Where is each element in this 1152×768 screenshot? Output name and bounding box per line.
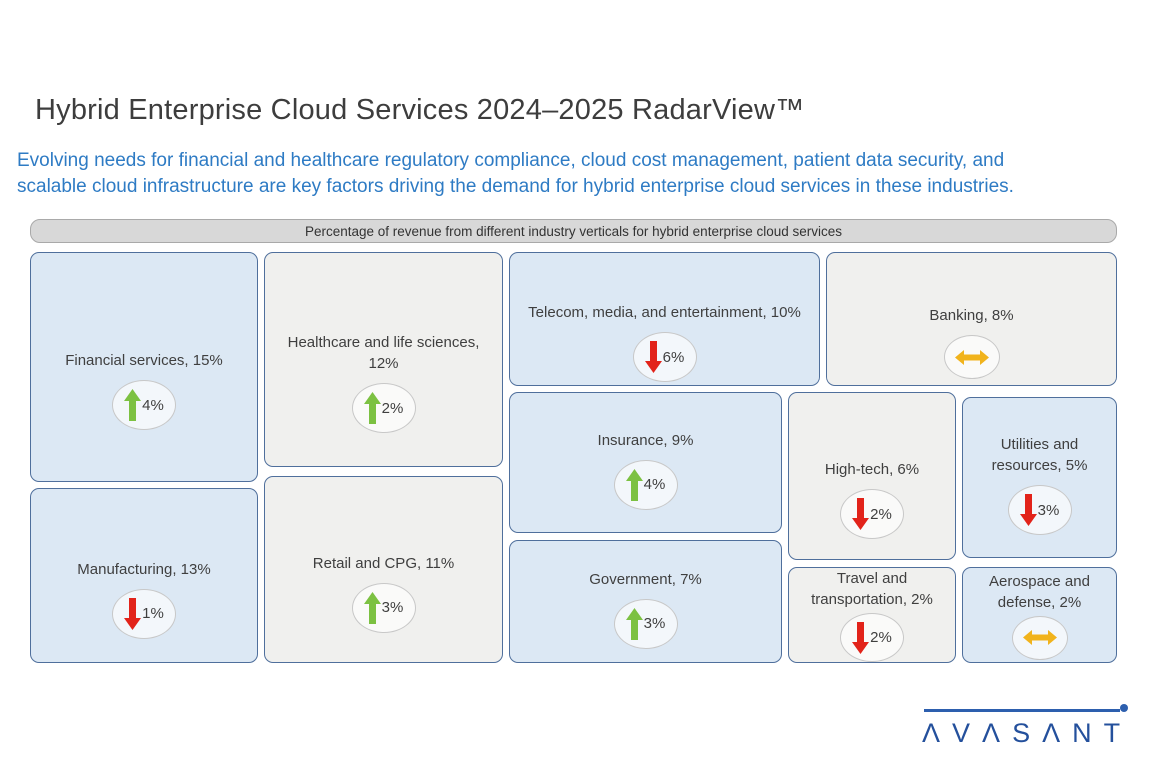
change-badge: 4%: [112, 380, 176, 430]
tile-label: Retail and CPG, 11%: [312, 554, 455, 572]
trend-down-icon: [124, 597, 142, 630]
avasant-logo: ΛVΛSΛNT: [922, 700, 1128, 762]
change-value: 4%: [643, 476, 666, 493]
tile-financial-services: Financial services, 15% 4%: [30, 252, 258, 482]
tile-travel-transportation: Travel and transportation, 2% 2%: [788, 567, 956, 663]
change-value: 2%: [381, 399, 404, 417]
tile-utilities-resources: Utilities and resources, 5% 3%: [962, 397, 1117, 558]
logo-dot: [1120, 704, 1128, 712]
change-value: 3%: [643, 615, 666, 632]
change-badge: [1011, 615, 1068, 660]
change-value: 4%: [142, 396, 164, 414]
tile-label: Manufacturing, 13%: [77, 560, 211, 578]
tile-government: Government, 7% 3%: [509, 540, 782, 663]
tile-label: Financial services, 15%: [65, 352, 223, 369]
tile-label: Insurance, 9%: [597, 431, 694, 449]
trend-flat-icon: [1022, 630, 1057, 645]
change-value: 1%: [142, 605, 164, 622]
trend-up-icon: [124, 389, 142, 421]
tile-insurance: Insurance, 9% 4%: [509, 392, 782, 533]
page-title: Hybrid Enterprise Cloud Services 2024–20…: [35, 94, 805, 126]
change-badge: 6%: [632, 332, 697, 382]
tile-label: Telecom, media, and entertainment, 10%: [528, 304, 801, 321]
trend-down-icon: [1019, 494, 1037, 526]
tile-label: High-tech, 6%: [824, 461, 920, 478]
tile-label: Utilities and resources, 5%: [991, 436, 1088, 474]
change-badge: 2%: [840, 613, 904, 662]
logo-wordmark: ΛVΛSΛNT: [922, 718, 1133, 748]
tile-healthcare-life-sciences: Healthcare and life sciences, 12% 2%: [264, 252, 503, 467]
tile-label: Healthcare and life sciences, 12%: [287, 334, 480, 372]
change-badge: 4%: [613, 459, 678, 510]
change-value: 2%: [870, 505, 892, 523]
change-badge: 1%: [112, 588, 176, 639]
change-value: 3%: [381, 599, 404, 616]
tile-label: Government, 7%: [589, 570, 702, 588]
change-badge: 3%: [1007, 485, 1072, 535]
trend-down-icon: [852, 498, 870, 530]
trend-up-icon: [363, 591, 381, 624]
tile-aerospace-defense: Aerospace and defense, 2%: [962, 567, 1117, 663]
trend-down-icon: [852, 621, 870, 654]
tile-label: Banking, 8%: [929, 307, 1014, 324]
change-badge: 3%: [613, 598, 678, 649]
trend-flat-icon: [954, 349, 989, 365]
subtitle-line1: Evolving needs for financial and healthc…: [17, 150, 1005, 171]
tile-high-tech: High-tech, 6% 2%: [788, 392, 956, 560]
change-badge: [943, 335, 1000, 379]
trend-up-icon: [625, 468, 643, 501]
change-badge: 2%: [351, 383, 416, 433]
change-value: 3%: [1037, 501, 1060, 519]
logo-line: [924, 709, 1120, 712]
subtitle: Evolving needs for financial and healthc…: [17, 148, 1117, 200]
tile-label: Aerospace and defense, 2%: [989, 572, 1090, 611]
subtitle-line2: scalable cloud infrastructure are key fa…: [17, 176, 1014, 197]
tile-label: Travel and transportation, 2%: [811, 570, 933, 608]
tile-banking: Banking, 8%: [826, 252, 1117, 386]
change-value: 2%: [870, 629, 892, 646]
chart-title-banner: Percentage of revenue from different ind…: [30, 219, 1117, 243]
change-badge: 3%: [351, 582, 416, 633]
tile-manufacturing: Manufacturing, 13% 1%: [30, 488, 258, 663]
chart-title: Percentage of revenue from different ind…: [304, 223, 842, 239]
trend-up-icon: [625, 607, 643, 640]
trend-up-icon: [363, 392, 381, 424]
change-badge: 2%: [840, 489, 904, 539]
change-value: 6%: [662, 348, 685, 366]
tile-retail-cpg: Retail and CPG, 11% 3%: [264, 476, 503, 663]
tile-telecom-media-entertainment: Telecom, media, and entertainment, 10% 6…: [509, 252, 820, 386]
trend-down-icon: [644, 341, 662, 373]
